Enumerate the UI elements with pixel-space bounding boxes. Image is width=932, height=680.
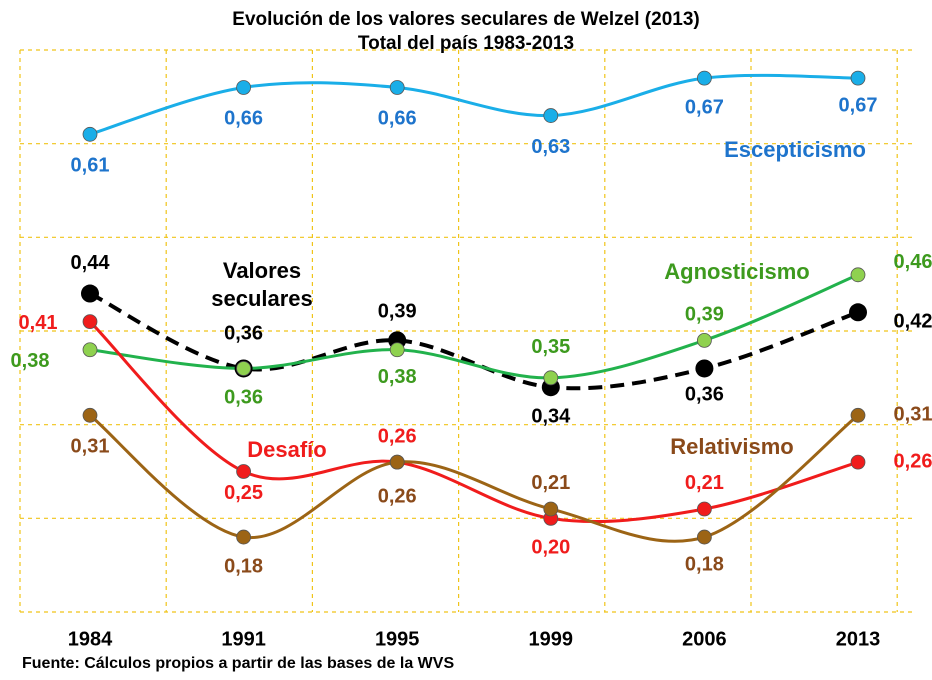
data-point [697, 70, 712, 86]
data-point [389, 80, 405, 95]
series-line [89, 291, 859, 391]
data-label: 0,26 [378, 485, 417, 507]
data-point [543, 108, 559, 123]
data-label: 0,66 [378, 108, 417, 130]
data-label: 0,42 [894, 311, 932, 333]
data-label: 0,66 [224, 108, 263, 130]
series-line [89, 73, 859, 136]
chart-title: Evolución de los valores seculares de We… [232, 9, 699, 30]
data-label: 0,21 [685, 472, 724, 494]
data-label: 0,21 [531, 472, 570, 494]
data-point [543, 501, 559, 517]
data-label: 0,35 [531, 336, 570, 358]
data-label: 0,46 [894, 251, 932, 273]
data-label: 0,38 [378, 366, 417, 388]
data-point [697, 501, 712, 517]
data-point [850, 267, 866, 283]
data-label: 0,36 [224, 323, 263, 345]
data-label: 0,31 [894, 404, 932, 426]
data-point [850, 407, 866, 423]
data-point [81, 284, 99, 303]
series-name: Agnosticismo [664, 259, 810, 284]
data-point [236, 80, 252, 95]
data-point [695, 359, 714, 378]
data-label: 0,39 [685, 304, 724, 326]
data-label: 0,26 [894, 450, 932, 472]
data-point [236, 361, 252, 376]
data-label: 0,34 [531, 405, 571, 427]
data-point [389, 342, 405, 358]
x-tick-label: 1995 [375, 628, 420, 650]
data-point [82, 407, 98, 423]
data-label: 0,41 [19, 312, 58, 334]
data-point [849, 303, 867, 322]
data-point [543, 370, 559, 386]
data-point [82, 342, 98, 358]
x-tick-label: 2006 [682, 628, 727, 650]
series-name: Valores seculares [211, 258, 313, 311]
data-label: 0,63 [531, 136, 570, 158]
data-label: 0,26 [378, 425, 417, 447]
data-point [236, 464, 252, 479]
data-label: 0,18 [224, 555, 263, 577]
data-label: 0,18 [685, 553, 724, 575]
data-label: 0,39 [378, 301, 417, 323]
chart-subtitle: Total del país 1983-2013 [358, 33, 574, 54]
series-name: Escepticismo [724, 137, 866, 162]
x-tick-label: 2013 [836, 628, 881, 650]
series-line [89, 414, 859, 543]
series-name: Desafío [247, 437, 327, 462]
data-label: 0,67 [839, 94, 878, 116]
data-label: 0,44 [71, 252, 111, 274]
data-label: 0,31 [71, 436, 110, 458]
data-label: 0,25 [224, 482, 263, 504]
data-point [236, 529, 252, 545]
data-point [850, 454, 866, 470]
data-label: 0,61 [71, 155, 110, 177]
data-point [82, 126, 98, 142]
data-point [850, 70, 866, 86]
series-name: Relativismo [670, 434, 794, 459]
source-note: Fuente: Cálculos propios a partir de las… [22, 655, 454, 672]
data-label: 0,38 [11, 350, 50, 372]
x-tick-label: 1984 [68, 628, 113, 650]
data-label: 0,36 [685, 384, 724, 406]
data-label: 0,67 [685, 96, 724, 118]
data-point [389, 454, 405, 470]
series-line [88, 320, 859, 524]
data-point [82, 314, 98, 330]
series-line [89, 273, 859, 380]
data-point [697, 529, 712, 545]
data-point [697, 332, 712, 348]
data-label: 0,20 [531, 537, 570, 559]
x-tick-label: 1991 [221, 628, 266, 650]
data-label: 0,36 [224, 387, 263, 409]
x-tick-label: 1999 [529, 628, 574, 650]
